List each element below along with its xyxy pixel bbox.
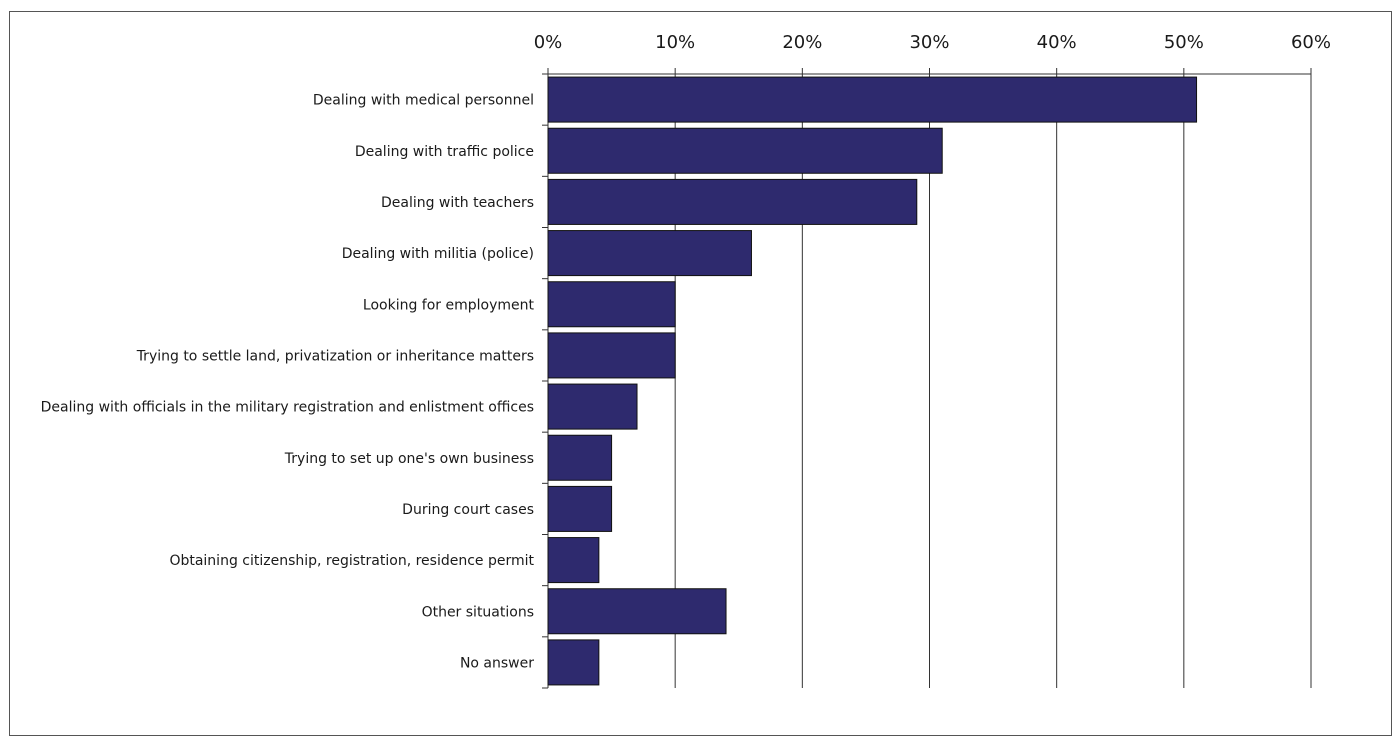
x-tick-label: 10% — [655, 32, 695, 53]
category-label: Dealing with teachers — [381, 195, 534, 211]
x-axis-ticks: 0% 10% 20% 30% 40% 50% 60% — [534, 32, 1331, 689]
bar — [547, 127, 943, 174]
bars — [547, 76, 1198, 686]
category-label: Looking for employment — [363, 297, 535, 313]
bar — [547, 178, 918, 225]
x-tick-label: 40% — [1037, 32, 1077, 53]
category-label: Trying to settle land, privatization or … — [136, 348, 534, 364]
x-tick-label: 50% — [1164, 32, 1204, 53]
bar — [547, 332, 676, 379]
category-label: Trying to set up one's own business — [284, 451, 534, 467]
category-label: Dealing with officials in the military r… — [41, 400, 534, 416]
category-label: Obtaining citizenship, registration, res… — [169, 553, 534, 569]
x-tick-label: 0% — [534, 32, 563, 53]
bar — [547, 76, 1198, 123]
bar — [547, 230, 752, 277]
bar — [547, 383, 638, 430]
bar — [547, 537, 600, 584]
x-tick-label: 60% — [1291, 32, 1331, 53]
bar — [547, 281, 676, 328]
bar — [547, 639, 600, 686]
bar — [547, 434, 613, 481]
category-label: During court cases — [402, 502, 534, 518]
category-label: No answer — [460, 655, 534, 671]
category-labels: Dealing with medical personnel Dealing wi… — [41, 93, 535, 672]
category-label: Dealing with medical personnel — [313, 93, 534, 109]
bar — [547, 485, 613, 532]
category-label: Dealing with traffic police — [355, 144, 534, 160]
category-label: Other situations — [422, 604, 534, 620]
bar — [547, 588, 727, 635]
category-label: Dealing with militia (police) — [342, 246, 534, 262]
x-tick-label: 30% — [909, 32, 949, 53]
x-tick-label: 20% — [782, 32, 822, 53]
